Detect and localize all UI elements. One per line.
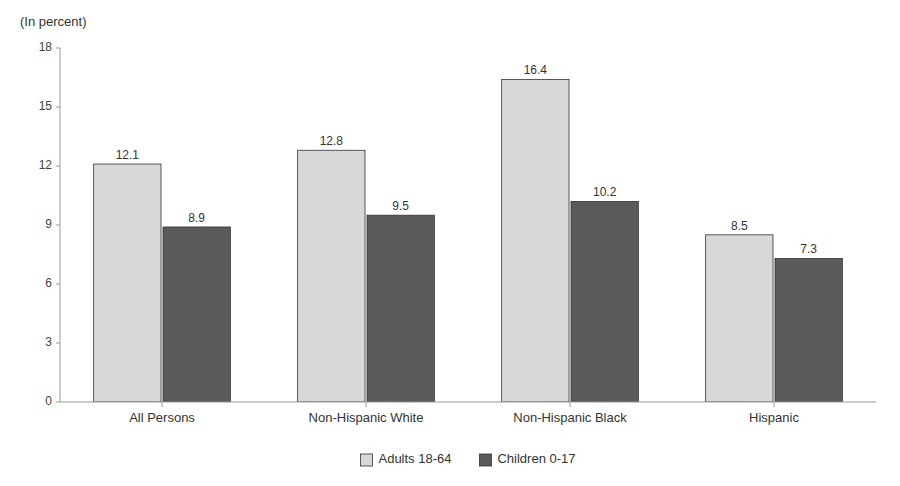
y-tick-label: 6 [45, 276, 52, 290]
y-tick [56, 48, 60, 49]
x-tick [366, 402, 367, 407]
y-tick-label: 12 [39, 158, 53, 172]
chart-container: 0 3 6 9 12 15 18 (In percent) 12.1 12.8 16.4 8.5 8.9… [0, 0, 900, 486]
data-label: 8.9 [188, 211, 205, 225]
data-label: 16.4 [524, 63, 548, 77]
y-tick [56, 284, 60, 285]
y-tick-label: 0 [45, 394, 52, 408]
legend-label: Adults 18-64 [378, 451, 451, 466]
y-tick [56, 107, 60, 108]
y-axis-label: (In percent) [20, 14, 86, 29]
y-tick [56, 166, 60, 167]
x-axis-line [60, 402, 876, 403]
y-tick [56, 343, 60, 344]
y-tick [56, 402, 60, 403]
legend-swatch [479, 454, 491, 466]
legend-item: Children 0-17 [479, 451, 575, 466]
page: {"chart_data": {"type": "bar", "ylabel":… [0, 0, 900, 486]
legend-item: Adults 18-64 [360, 451, 451, 466]
x-tick [774, 402, 775, 407]
data-label: 10.2 [593, 185, 617, 199]
bar [367, 215, 434, 402]
bar [502, 79, 569, 402]
x-tick-label: All Persons [129, 410, 195, 425]
legend-swatch [360, 454, 372, 466]
legend: Adults 18-64 Children 0-17 [360, 451, 575, 466]
bar [706, 235, 773, 402]
data-label: 8.5 [731, 219, 748, 233]
bars [94, 79, 843, 402]
x-tick-label: Non-Hispanic White [309, 410, 424, 425]
data-label: 12.8 [320, 134, 344, 148]
y-tick-label: 15 [39, 99, 53, 113]
x-tick-label: Non-Hispanic Black [513, 410, 627, 425]
bar [775, 258, 842, 402]
data-label: 7.3 [800, 242, 817, 256]
x-tick-label: Hispanic [749, 410, 799, 425]
chart-svg: 0 3 6 9 12 15 18 (In percent) 12.1 12.8 16.4 8.5 8.9… [0, 0, 900, 486]
bar [94, 164, 161, 402]
y-axis-line [60, 48, 61, 402]
bar [163, 227, 230, 402]
y-tick [56, 225, 60, 226]
bar [298, 150, 365, 402]
data-label: 9.5 [392, 199, 409, 213]
y-tick-label: 9 [45, 217, 52, 231]
legend-label: Children 0-17 [497, 451, 575, 466]
y-tick-label: 3 [45, 335, 52, 349]
y-tick-label: 18 [39, 40, 53, 54]
data-label: 12.1 [116, 148, 140, 162]
x-tick [162, 402, 163, 407]
bar [571, 201, 638, 402]
x-tick [570, 402, 571, 407]
